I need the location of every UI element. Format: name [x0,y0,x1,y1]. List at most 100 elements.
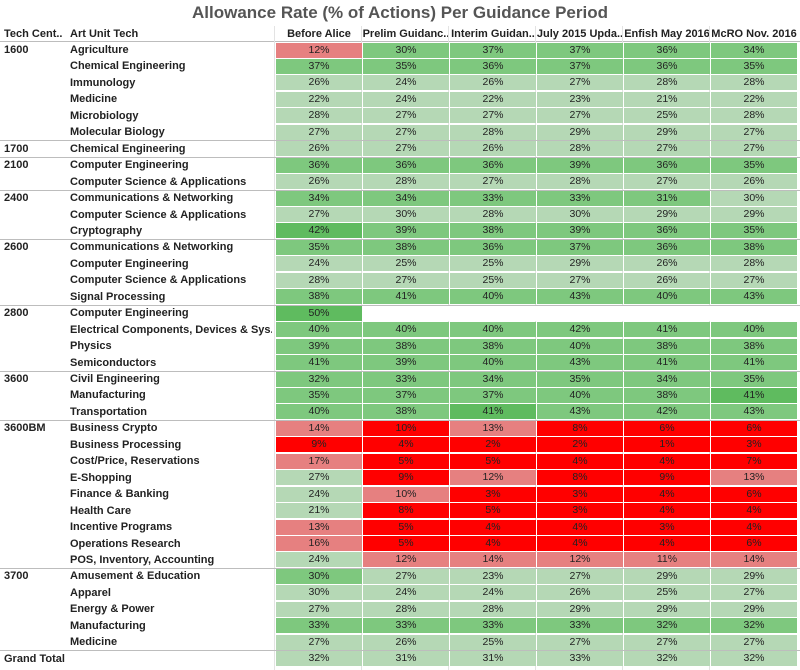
rate-cell[interactable]: 43% [711,289,797,305]
header-art-unit[interactable]: Art Unit Tech [70,28,139,40]
rate-cell[interactable]: 24% [363,75,449,91]
rate-cell[interactable]: 32% [276,371,362,387]
header-mcro-nov-2016[interactable]: McRO Nov. 2016 [711,28,797,40]
rate-cell[interactable]: 32% [624,651,710,667]
rate-cell[interactable]: 29% [624,207,710,222]
rate-cell[interactable]: 33% [276,618,362,634]
rate-cell[interactable]: 6% [624,420,710,436]
rate-cell[interactable]: 27% [624,174,710,190]
rate-cell[interactable]: 27% [363,124,449,140]
rate-cell[interactable]: 3% [450,486,536,502]
rate-cell[interactable]: 35% [711,371,797,387]
rate-cell[interactable]: 6% [711,420,797,436]
rate-cell[interactable]: 29% [537,256,623,272]
rate-cell[interactable]: 27% [537,272,623,288]
rate-cell[interactable]: 9% [363,470,449,486]
rate-cell[interactable]: 33% [537,651,623,667]
rate-cell[interactable]: 39% [363,355,449,371]
rate-cell[interactable]: 25% [624,585,710,601]
rate-cell[interactable]: 27% [276,601,362,617]
rate-cell[interactable]: 26% [450,75,536,91]
rate-cell[interactable]: 35% [711,223,797,239]
rate-cell[interactable]: 27% [450,174,536,190]
rate-cell[interactable]: 39% [537,223,623,239]
rate-cell[interactable] [537,305,623,321]
rate-cell[interactable]: 27% [711,141,797,157]
rate-cell[interactable]: 5% [363,453,449,469]
rate-cell[interactable]: 30% [363,207,449,222]
rate-cell[interactable]: 33% [537,618,623,634]
rate-cell[interactable]: 37% [450,42,536,58]
rate-cell[interactable]: 36% [450,239,536,255]
rate-cell[interactable]: 32% [711,618,797,634]
rate-cell[interactable]: 34% [450,371,536,387]
rate-cell[interactable]: 38% [363,239,449,255]
rate-cell[interactable]: 3% [537,486,623,502]
header-july-2015-update[interactable]: July 2015 Upda.. [536,28,624,40]
rate-cell[interactable]: 4% [624,503,710,519]
rate-cell[interactable]: 28% [711,108,797,124]
rate-cell[interactable]: 33% [450,618,536,634]
rate-cell[interactable]: 38% [711,338,797,354]
rate-cell[interactable]: 43% [537,289,623,305]
rate-cell[interactable]: 23% [537,91,623,107]
rate-cell[interactable]: 12% [450,470,536,486]
rate-cell[interactable]: 22% [711,91,797,107]
rate-cell[interactable]: 36% [450,157,536,173]
rate-cell[interactable]: 21% [276,503,362,519]
rate-cell[interactable]: 14% [450,552,536,568]
rate-cell[interactable]: 26% [276,75,362,91]
rate-cell[interactable]: 38% [711,239,797,255]
rate-cell[interactable]: 35% [711,58,797,74]
rate-cell[interactable]: 10% [363,486,449,502]
rate-cell[interactable]: 29% [624,568,710,584]
rate-cell[interactable]: 34% [363,190,449,206]
rate-cell[interactable]: 38% [363,404,449,420]
rate-cell[interactable]: 31% [363,651,449,667]
rate-cell[interactable]: 27% [276,207,362,222]
rate-cell[interactable]: 41% [363,289,449,305]
rate-cell[interactable]: 40% [363,322,449,338]
rate-cell[interactable]: 40% [537,338,623,354]
rate-cell[interactable]: 27% [537,108,623,124]
rate-cell[interactable]: 23% [450,568,536,584]
rate-cell[interactable]: 38% [450,223,536,239]
rate-cell[interactable]: 6% [711,536,797,551]
rate-cell[interactable]: 40% [276,322,362,338]
rate-cell[interactable]: 27% [363,141,449,157]
rate-cell[interactable]: 37% [450,387,536,403]
rate-cell[interactable]: 41% [624,355,710,371]
rate-cell[interactable]: 27% [537,75,623,91]
rate-cell[interactable]: 33% [363,618,449,634]
rate-cell[interactable]: 8% [537,420,623,436]
rate-cell[interactable]: 2% [450,437,536,453]
rate-cell[interactable]: 24% [450,585,536,601]
rate-cell[interactable]: 4% [624,536,710,551]
rate-cell[interactable]: 28% [450,601,536,617]
rate-cell[interactable]: 27% [711,634,797,650]
rate-cell[interactable] [624,305,710,321]
rate-cell[interactable]: 30% [276,585,362,601]
rate-cell[interactable]: 29% [711,601,797,617]
rate-cell[interactable]: 35% [711,157,797,173]
rate-cell[interactable]: 27% [363,108,449,124]
rate-cell[interactable]: 27% [711,585,797,601]
rate-cell[interactable]: 41% [711,355,797,371]
rate-cell[interactable]: 27% [711,272,797,288]
rate-cell[interactable]: 5% [363,519,449,535]
rate-cell[interactable]: 3% [537,503,623,519]
rate-cell[interactable]: 28% [276,108,362,124]
rate-cell[interactable]: 34% [624,371,710,387]
rate-cell[interactable]: 24% [276,256,362,272]
header-interim-guidance[interactable]: Interim Guidan.. [451,28,535,40]
rate-cell[interactable]: 36% [450,58,536,74]
header-before-alice[interactable]: Before Alice [287,28,351,40]
rate-cell[interactable]: 25% [450,256,536,272]
rate-cell[interactable]: 9% [276,437,362,453]
rate-cell[interactable]: 12% [276,42,362,58]
rate-cell[interactable]: 4% [711,519,797,535]
rate-cell[interactable]: 43% [537,404,623,420]
rate-cell[interactable]: 32% [711,651,797,667]
rate-cell[interactable]: 4% [537,536,623,551]
rate-cell[interactable]: 27% [537,568,623,584]
